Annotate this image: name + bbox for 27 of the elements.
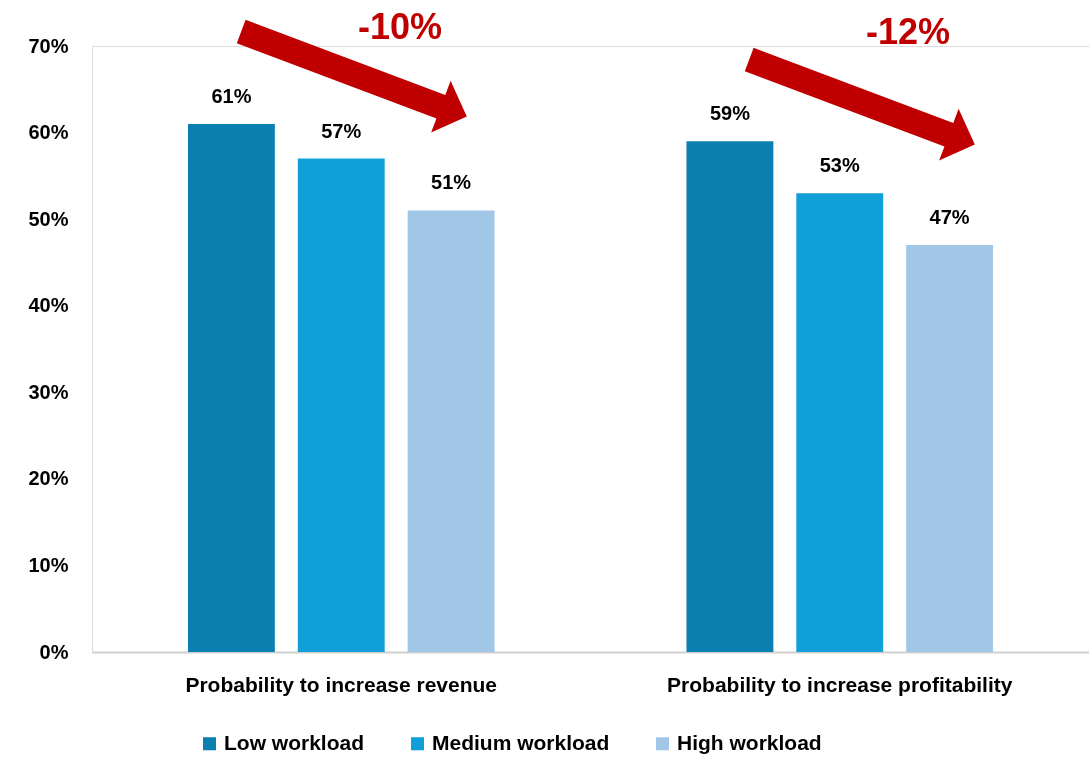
legend-label: High workload [677,730,822,754]
bar [187,123,275,652]
bar [686,141,774,652]
data-label: 59% [709,102,751,125]
data-label: 61% [211,84,252,107]
bar [906,245,994,652]
data-label: 53% [819,154,860,177]
data-label: 57% [321,119,362,142]
x-tick-label: Probability to increase revenue [185,672,498,696]
y-tick-label: 0% [39,640,69,663]
data-label: 47% [929,206,970,229]
y-tick-label: 30% [28,380,69,403]
bar [297,158,385,652]
legend-label: Low workload [224,730,365,754]
bar [796,193,884,652]
x-tick-label: Probability to increase profitability [667,672,1013,696]
y-tick-label: 50% [28,207,69,230]
data-label: 51% [431,171,472,194]
bar [407,210,495,652]
y-tick-label: 60% [28,121,69,144]
y-tick-label: 10% [28,553,69,576]
annotation: -10% [357,6,443,47]
annotation: -12% [865,11,951,52]
y-tick-label: 20% [28,467,69,490]
legend-label: Medium workload [432,730,610,754]
y-tick-label: 70% [28,34,69,57]
y-tick-label: 40% [28,294,69,317]
